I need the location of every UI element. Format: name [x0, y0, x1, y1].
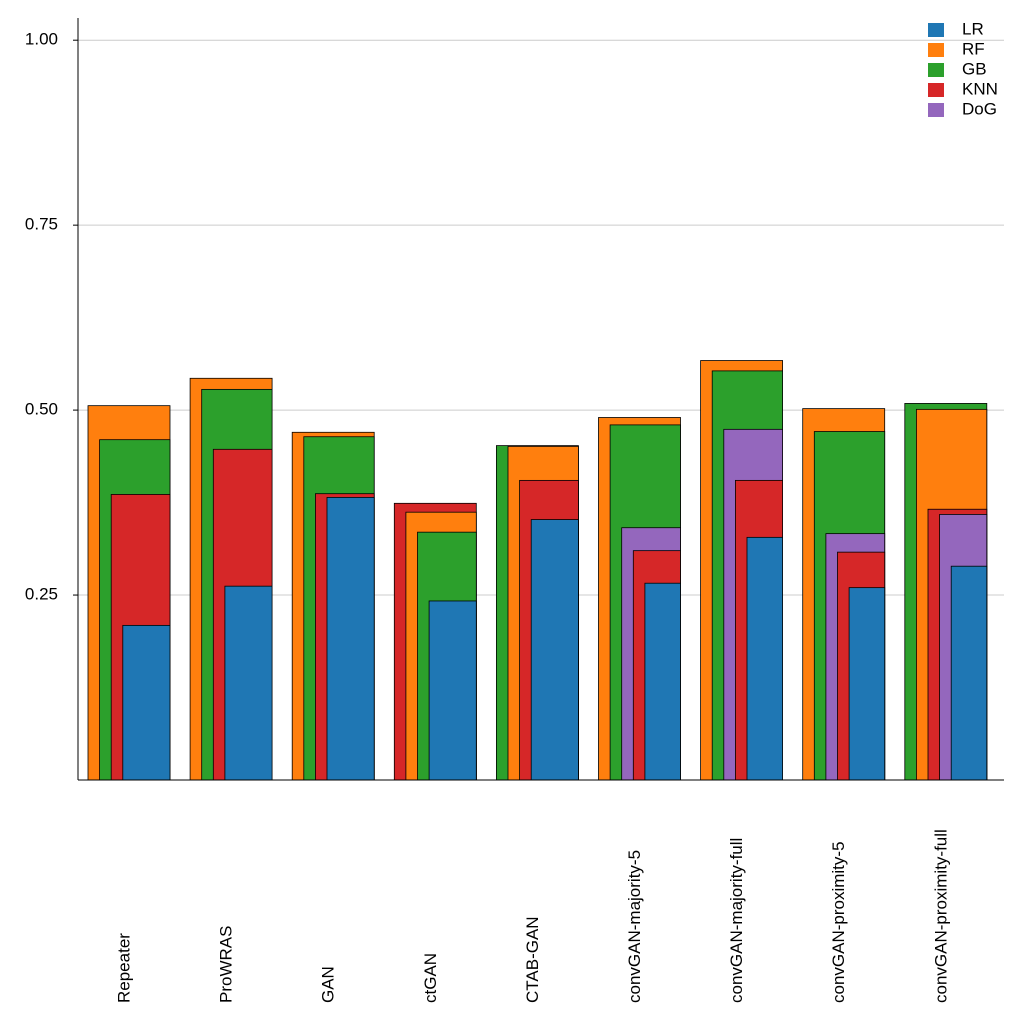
x-tick-label: ProWRAS	[217, 926, 236, 1003]
legend-swatch	[928, 103, 944, 117]
x-tick-label: GAN	[319, 966, 338, 1003]
legend-swatch	[928, 83, 944, 97]
x-tick-label: convGAN-proximity-5	[829, 841, 848, 1003]
x-tick-label: Repeater	[114, 933, 133, 1003]
x-tick-label: ctGAN	[421, 953, 440, 1003]
bar	[326, 496, 375, 781]
y-tick-label: 0.25	[25, 585, 58, 604]
x-tick-label: convGAN-proximity-full	[931, 829, 950, 1003]
x-tick-label: CTAB-GAN	[523, 916, 542, 1003]
bar	[746, 536, 783, 781]
y-tick-label: 0.75	[25, 215, 58, 234]
bar	[848, 587, 886, 781]
bar	[428, 600, 477, 781]
bar	[950, 565, 988, 781]
x-tick-label: convGAN-majority-5	[625, 850, 644, 1003]
y-tick-label: 1.00	[25, 30, 58, 49]
legend-swatch	[928, 63, 944, 77]
legend-label: LR	[962, 19, 984, 38]
legend-label: GB	[962, 59, 987, 78]
legend-label: KNN	[962, 79, 998, 98]
legend-label: DoG	[962, 99, 997, 118]
bar	[530, 519, 579, 781]
bar	[122, 624, 171, 781]
legend-swatch	[928, 43, 944, 57]
y-tick-label: 0.50	[25, 400, 58, 419]
legend-swatch	[928, 23, 944, 37]
x-tick-label: convGAN-majority-full	[727, 838, 746, 1003]
bar	[644, 582, 681, 781]
legend-label: RF	[962, 39, 985, 58]
bar	[224, 585, 273, 781]
